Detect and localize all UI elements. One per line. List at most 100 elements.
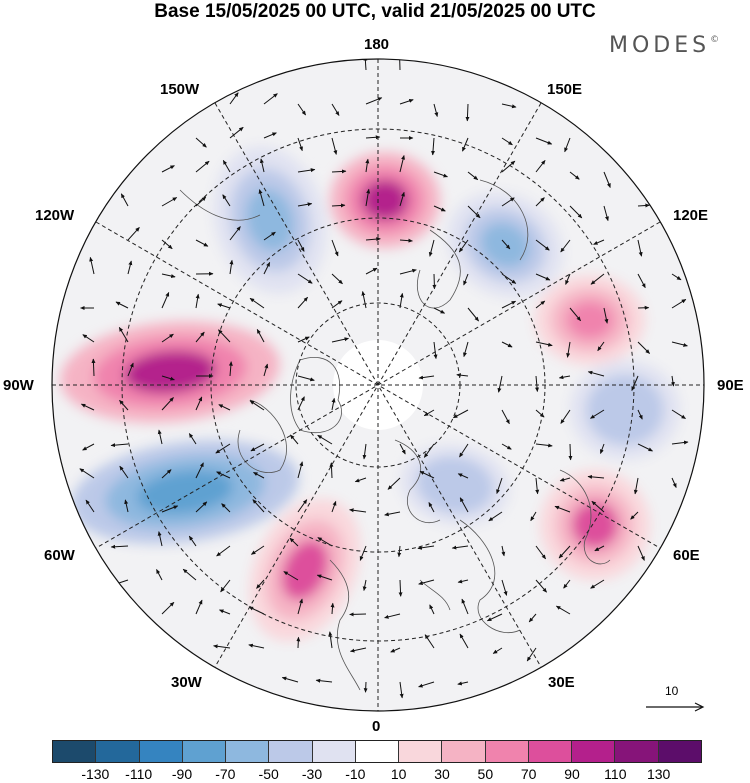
graticule: [52, 59, 704, 711]
wind-vector: [456, 373, 469, 378]
wind-vector: [492, 647, 503, 654]
wind-vector: [89, 256, 95, 275]
wind-vector: [119, 465, 129, 479]
reference-vector: 10: [645, 684, 705, 714]
wind-vector: [331, 500, 337, 513]
wind-vector: [457, 473, 469, 479]
wind-vector: [496, 477, 503, 494]
wind-vector: [110, 544, 129, 549]
wind-vector: [535, 273, 551, 281]
anomaly-field: [60, 146, 680, 642]
wind-vector: [161, 505, 179, 513]
anomaly-neg-c-asia: [601, 389, 649, 431]
wind-vector: [501, 160, 516, 173]
wind-vector: [253, 471, 265, 479]
anomaly-pos-bering: [361, 179, 409, 221]
wind-vector: [397, 545, 402, 558]
wind-vector: [217, 303, 231, 309]
wind-vector: [637, 239, 643, 257]
wind-vector: [535, 341, 553, 347]
wind-vector: [399, 98, 414, 105]
wind-vector: [501, 197, 515, 207]
wind-vector: [363, 681, 368, 693]
wind-vector: [535, 409, 545, 418]
wind-vector: [195, 196, 207, 207]
wind-vector: [263, 231, 276, 241]
brand-name: MODES: [609, 33, 711, 58]
wind-vector: [161, 291, 170, 309]
colorbar-swatch: [181, 741, 226, 762]
wind-vector: [457, 681, 469, 686]
wind-vector: [156, 569, 163, 581]
wind-vector: [535, 137, 553, 145]
wind-vector: [161, 197, 178, 207]
wind-vector: [331, 137, 338, 155]
wind-vector: [195, 331, 205, 343]
wind-vector: [591, 500, 605, 513]
colorbar-tick-label: 70: [520, 766, 537, 782]
wind-vector: [297, 202, 313, 207]
wind-vector: [297, 103, 307, 116]
wind-vector: [597, 341, 605, 352]
wind-vector: [188, 433, 197, 445]
wind-vector: [362, 579, 367, 591]
wind-vector: [433, 205, 446, 212]
wind-vector: [535, 197, 545, 207]
wind-vector: [671, 440, 689, 445]
wind-vector: [331, 397, 336, 411]
wind-vector: [256, 579, 265, 589]
wind-vector: [195, 137, 207, 148]
lon-label-0: 0: [372, 718, 381, 735]
wind-vector: [399, 59, 401, 71]
wind-vector: [587, 474, 605, 479]
wind-vector: [459, 633, 469, 649]
modes-logo: MODES©: [609, 33, 719, 58]
colorbar-swatch: [441, 741, 485, 762]
wind-vector: [423, 443, 435, 458]
wind-vector: [501, 443, 512, 450]
wind-vector: [263, 93, 278, 105]
colorbar-swatch: [657, 741, 701, 762]
wind-vector: [558, 545, 571, 559]
wind-vector: [195, 239, 209, 247]
wind-vector: [161, 375, 175, 381]
wind-vector: [157, 429, 163, 445]
wind-vector: [630, 511, 639, 520]
wind-vector: [329, 462, 334, 479]
wind-vector: [120, 193, 129, 207]
colorbar-tick-label: 30: [434, 766, 450, 782]
wind-vector: [315, 678, 333, 683]
wind-vector: [188, 535, 197, 547]
wind-vector: [296, 636, 301, 649]
wind-vector: [119, 399, 129, 411]
wind-vector: [331, 103, 340, 116]
wind-vector: [671, 409, 686, 420]
wind-vector: [429, 604, 435, 615]
wind-vector: [161, 273, 176, 278]
wind-vector: [535, 375, 540, 392]
wind-vector: [637, 341, 650, 354]
wind-vector: [249, 297, 265, 309]
wind-vector: [359, 545, 367, 561]
colorbar-tick-label: 130: [646, 766, 671, 782]
wind-vector: [384, 613, 401, 619]
lon-label-30e: 30E: [548, 674, 575, 691]
wind-vector: [195, 293, 200, 309]
wind-vector: [127, 260, 133, 275]
wind-vector: [195, 396, 203, 411]
wind-vector: [161, 333, 174, 343]
wind-vector: [297, 168, 316, 173]
anomaly-neg-e-siberia: [480, 222, 530, 268]
wind-vector: [458, 239, 469, 253]
wind-vector: [387, 477, 401, 490]
wind-vector: [399, 191, 405, 207]
wind-vector: [365, 237, 381, 242]
wind-vector: [289, 537, 299, 547]
wind-vector: [555, 605, 571, 615]
reference-arrow-icon: [646, 702, 705, 712]
wind-vector: [127, 362, 134, 377]
wind-vector: [501, 409, 510, 425]
wind-vector: [459, 443, 469, 458]
wind-vector: [399, 268, 417, 275]
wind-vector: [124, 499, 129, 513]
